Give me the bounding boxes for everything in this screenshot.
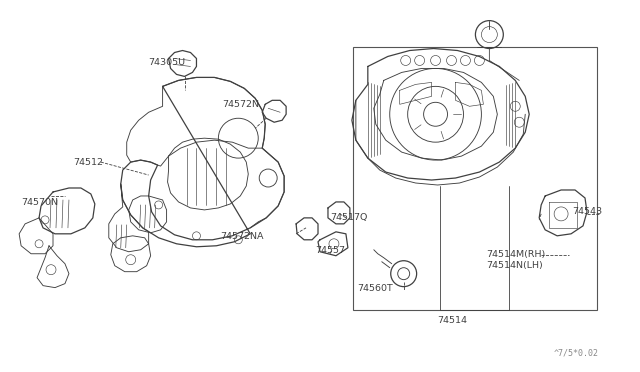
Text: 74557: 74557 xyxy=(315,246,345,255)
Text: ^7/5*0.02: ^7/5*0.02 xyxy=(554,348,599,357)
Text: 74305U: 74305U xyxy=(148,58,186,67)
Text: 74514M(RH): 74514M(RH) xyxy=(486,250,546,259)
Text: 74517Q: 74517Q xyxy=(330,213,367,222)
Bar xyxy=(353,46,597,310)
Text: 74572N: 74572N xyxy=(222,100,259,109)
Text: 74514: 74514 xyxy=(438,315,467,324)
Text: 74543: 74543 xyxy=(572,207,602,216)
Text: 74514N(LH): 74514N(LH) xyxy=(486,261,543,270)
Text: 74512: 74512 xyxy=(73,158,103,167)
Text: 74560T: 74560T xyxy=(357,283,392,293)
Text: 74570N: 74570N xyxy=(21,198,58,207)
Text: 74572NA: 74572NA xyxy=(220,232,264,241)
